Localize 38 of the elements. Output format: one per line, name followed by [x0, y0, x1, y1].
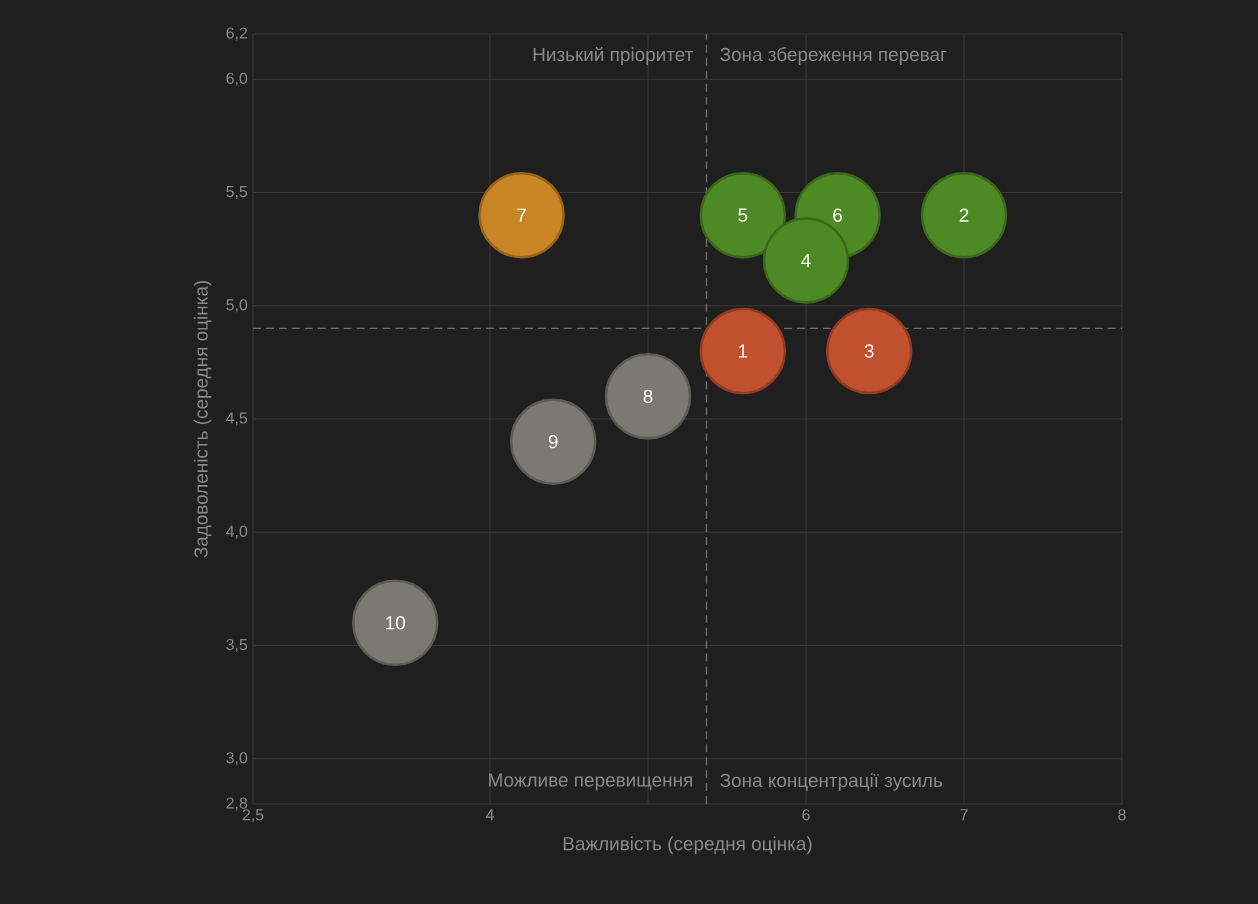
x-tick-label: 6: [802, 809, 810, 821]
annotation: Зона концентрації зусиль: [720, 773, 943, 791]
y-tick-label: 5,5: [226, 186, 248, 200]
annotation: 9: [548, 434, 558, 449]
annotation: 8: [643, 389, 653, 404]
point: [699, 171, 787, 259]
point: [604, 353, 692, 440]
annotation: 5: [738, 208, 748, 222]
x-tick-label: 8: [1118, 809, 1126, 821]
y-tick-label: 6,0: [226, 72, 248, 86]
y-tick-label: 2,8: [226, 797, 248, 811]
annotation: Низький пріоритет: [533, 47, 693, 65]
y-tick-label: 4,5: [226, 412, 248, 426]
point: [478, 171, 565, 259]
annotation: 4: [801, 253, 811, 267]
x-tick-label: 7: [960, 809, 968, 821]
x-axis-title: Важливість (середня оцінка): [563, 836, 812, 855]
y-axis-title: Задоволеність (середня оцінка): [193, 281, 212, 558]
y-tick-label: 3,0: [226, 752, 248, 766]
annotation: Можливе перевищення: [489, 773, 692, 791]
annotation: 3: [864, 344, 874, 358]
y-tick-label: 6,2: [226, 27, 248, 41]
y-tick-label: 5,0: [226, 299, 248, 313]
annotation: 6: [833, 208, 843, 222]
y-tick-label: 3,5: [226, 638, 248, 653]
x-tick-label: 2,5: [242, 809, 264, 823]
annotation: 10: [386, 616, 405, 630]
annotation: 7: [517, 208, 526, 222]
point: [509, 398, 597, 485]
point: [920, 171, 1008, 259]
annotation: Зона збереження переваг: [720, 47, 947, 65]
annotation: 2: [959, 208, 969, 222]
point: [351, 579, 439, 667]
x-tick-label: 4: [485, 809, 494, 821]
y-tick-label: 4,0: [226, 525, 248, 539]
point: [699, 307, 787, 395]
point: [825, 307, 913, 395]
annotation: 1: [738, 344, 748, 358]
